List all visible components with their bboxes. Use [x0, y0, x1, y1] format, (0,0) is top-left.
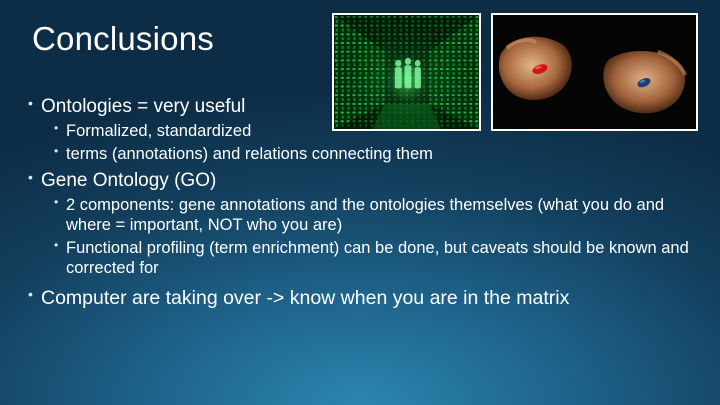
bullet-dot-icon: •	[28, 286, 33, 303]
sub-bullet-formalized: • Formalized, standardized	[28, 120, 698, 142]
bullet-ontologies: • Ontologies = very useful	[28, 95, 698, 119]
bullet-dot-icon: •	[28, 95, 33, 111]
bullet-text: 2 components: gene annotations and the o…	[66, 196, 665, 234]
bullet-dot-icon: •	[54, 237, 59, 252]
bullet-dot-icon: •	[54, 195, 59, 210]
sub-bullet-functional-profiling: • Functional profiling (term enrichment)…	[28, 237, 698, 279]
bullet-dot-icon: •	[54, 120, 59, 135]
bullet-text: Ontologies = very useful	[41, 96, 246, 117]
bullet-text: Formalized, standardized	[66, 121, 252, 140]
bullet-text: Functional profiling (term enrichment) c…	[66, 238, 689, 277]
bullet-dot-icon: •	[54, 143, 59, 158]
bullet-dot-icon: •	[28, 169, 33, 186]
bullet-text: Gene Ontology (GO)	[41, 170, 217, 192]
bullet-text: Computer are taking over -> know when yo…	[41, 287, 570, 310]
matrix-corridor-image	[332, 13, 481, 131]
bullet-gene-ontology: • Gene Ontology (GO)	[28, 169, 698, 193]
red-blue-pill-image	[491, 13, 698, 131]
slide-title: Conclusions	[32, 20, 214, 57]
bullet-matrix: • Computer are taking over -> know when …	[28, 286, 698, 310]
sub-bullet-components: • 2 components: gene annotations and the…	[28, 195, 698, 236]
sub-bullet-terms: • terms (annotations) and relations conn…	[28, 143, 698, 165]
bullet-list: • Ontologies = very useful • Formalized,…	[28, 95, 698, 311]
bullet-text: terms (annotations) and relations connec…	[66, 144, 433, 163]
